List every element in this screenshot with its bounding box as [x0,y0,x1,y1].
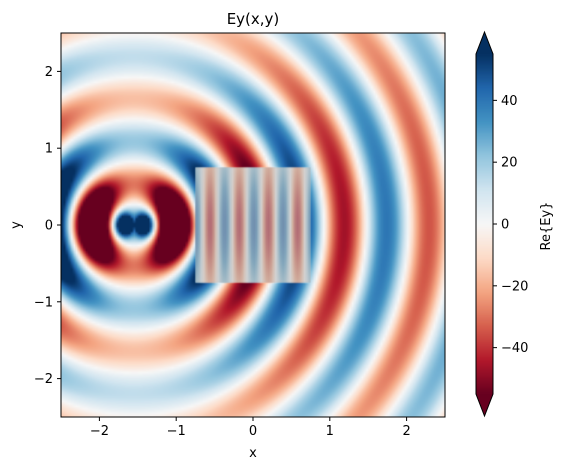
y-axis-ticks: −2 −1 0 1 2 [34,65,61,387]
colorbar-extend-min [476,394,493,416]
y-tick-label: −2 [34,372,53,387]
colorbar-tick-label: 40 [501,94,518,109]
y-tick-label: 2 [45,65,53,80]
x-axis-ticks: −2 −1 0 1 2 [90,417,411,439]
colorbar: −40 −20 0 20 40 Re{Ey} [475,30,554,418]
colorbar-gradient [476,54,493,394]
colorbar-tick-label: −20 [501,279,528,294]
colorbar-outline [475,30,494,418]
y-axis-label: y [9,221,24,229]
colorbar-tick-label: 20 [501,156,518,171]
chart-title: Ey(x,y) [227,10,280,28]
x-tick-label: 2 [402,424,410,439]
colorbar-tick-label: −40 [501,341,528,356]
structure-overlay-box [195,167,311,283]
y-tick-label: 1 [45,142,53,157]
colorbar-extend-max [476,32,493,54]
colorbar-label: Re{Ey} [539,202,554,251]
x-axis-label: x [249,446,257,461]
x-tick-label: 0 [249,424,257,439]
x-tick-label: −2 [90,424,109,439]
x-tick-label: 1 [326,424,334,439]
y-tick-label: −1 [34,295,53,310]
colorbar-ticks: −40 −20 0 20 40 [493,94,528,356]
x-tick-label: −1 [167,424,186,439]
y-tick-label: 0 [45,219,53,234]
colorbar-tick-label: 0 [501,218,509,233]
